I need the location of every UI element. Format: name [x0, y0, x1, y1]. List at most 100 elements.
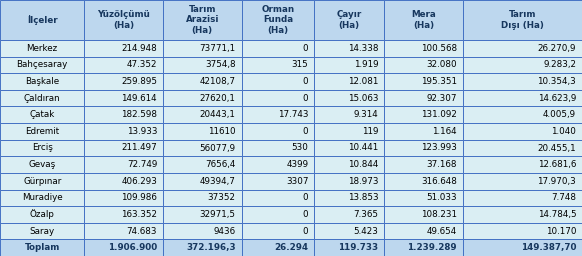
- Text: 0: 0: [303, 227, 308, 236]
- Text: 214.948: 214.948: [122, 44, 157, 53]
- Text: 20.455,1: 20.455,1: [538, 144, 576, 153]
- Text: 9.283,2: 9.283,2: [543, 60, 576, 69]
- Text: 27620,1: 27620,1: [200, 94, 236, 103]
- Text: 0: 0: [303, 94, 308, 103]
- Text: 7.365: 7.365: [353, 210, 378, 219]
- Bar: [384, 106, 463, 123]
- Bar: [0, 189, 84, 206]
- Bar: [463, 123, 582, 140]
- Text: 0: 0: [303, 127, 308, 136]
- Text: 7.748: 7.748: [551, 193, 576, 202]
- Text: 32.080: 32.080: [426, 60, 457, 69]
- Text: 14.623,9: 14.623,9: [538, 94, 576, 103]
- Text: 14.338: 14.338: [348, 44, 378, 53]
- Text: Orman
Funda
(Ha): Orman Funda (Ha): [261, 5, 294, 35]
- Text: 51.033: 51.033: [426, 193, 457, 202]
- Text: 123.993: 123.993: [421, 144, 457, 153]
- Text: 17.743: 17.743: [278, 110, 308, 119]
- Bar: [463, 73, 582, 90]
- Bar: [314, 57, 384, 73]
- Bar: [242, 73, 314, 90]
- Bar: [163, 156, 242, 173]
- Bar: [314, 173, 384, 189]
- Text: 131.092: 131.092: [421, 110, 457, 119]
- Bar: [463, 189, 582, 206]
- Text: 316.648: 316.648: [421, 177, 457, 186]
- Bar: [84, 223, 163, 239]
- Text: 13.853: 13.853: [347, 193, 378, 202]
- Text: 1.239.289: 1.239.289: [407, 243, 457, 252]
- Text: 0: 0: [303, 44, 308, 53]
- Bar: [314, 73, 384, 90]
- Text: 149.614: 149.614: [122, 94, 157, 103]
- Bar: [0, 123, 84, 140]
- Text: 11610: 11610: [208, 127, 236, 136]
- Bar: [384, 57, 463, 73]
- Bar: [84, 206, 163, 223]
- Bar: [84, 40, 163, 57]
- Bar: [163, 57, 242, 73]
- Bar: [314, 90, 384, 106]
- Bar: [163, 0, 242, 40]
- Text: 47.352: 47.352: [127, 60, 157, 69]
- Bar: [242, 223, 314, 239]
- Text: 1.040: 1.040: [551, 127, 576, 136]
- Text: 73771,1: 73771,1: [200, 44, 236, 53]
- Text: Muradiye: Muradiye: [22, 193, 62, 202]
- Text: 100.568: 100.568: [421, 44, 457, 53]
- Bar: [242, 239, 314, 256]
- Bar: [163, 90, 242, 106]
- Text: 10.844: 10.844: [348, 160, 378, 169]
- Text: 3754,8: 3754,8: [205, 60, 236, 69]
- Text: Gürpınar: Gürpınar: [23, 177, 61, 186]
- Text: 18.973: 18.973: [348, 177, 378, 186]
- Bar: [84, 189, 163, 206]
- Bar: [0, 73, 84, 90]
- Bar: [242, 189, 314, 206]
- Bar: [242, 140, 314, 156]
- Text: 56077,9: 56077,9: [200, 144, 236, 153]
- Bar: [84, 73, 163, 90]
- Text: 15.063: 15.063: [348, 94, 378, 103]
- Bar: [163, 173, 242, 189]
- Bar: [84, 140, 163, 156]
- Bar: [0, 223, 84, 239]
- Bar: [242, 156, 314, 173]
- Bar: [384, 173, 463, 189]
- Bar: [242, 123, 314, 140]
- Bar: [384, 239, 463, 256]
- Bar: [384, 206, 463, 223]
- Bar: [163, 40, 242, 57]
- Bar: [242, 90, 314, 106]
- Text: 42108,7: 42108,7: [200, 77, 236, 86]
- Text: 315: 315: [292, 60, 308, 69]
- Bar: [314, 40, 384, 57]
- Text: Edremit: Edremit: [25, 127, 59, 136]
- Bar: [463, 0, 582, 40]
- Text: Toplam: Toplam: [24, 243, 60, 252]
- Bar: [84, 106, 163, 123]
- Bar: [463, 239, 582, 256]
- Text: 3307: 3307: [286, 177, 308, 186]
- Text: 109.986: 109.986: [121, 193, 157, 202]
- Bar: [0, 57, 84, 73]
- Bar: [0, 106, 84, 123]
- Text: 0: 0: [303, 77, 308, 86]
- Text: Bahçesaray: Bahçesaray: [16, 60, 68, 69]
- Text: 108.231: 108.231: [421, 210, 457, 219]
- Bar: [84, 0, 163, 40]
- Bar: [384, 73, 463, 90]
- Bar: [314, 189, 384, 206]
- Bar: [463, 156, 582, 173]
- Bar: [463, 140, 582, 156]
- Bar: [163, 73, 242, 90]
- Text: 17.970,3: 17.970,3: [537, 177, 576, 186]
- Text: 32971,5: 32971,5: [200, 210, 236, 219]
- Bar: [463, 223, 582, 239]
- Text: 259.895: 259.895: [121, 77, 157, 86]
- Bar: [84, 156, 163, 173]
- Text: 1.164: 1.164: [432, 127, 457, 136]
- Bar: [242, 106, 314, 123]
- Bar: [384, 189, 463, 206]
- Bar: [314, 140, 384, 156]
